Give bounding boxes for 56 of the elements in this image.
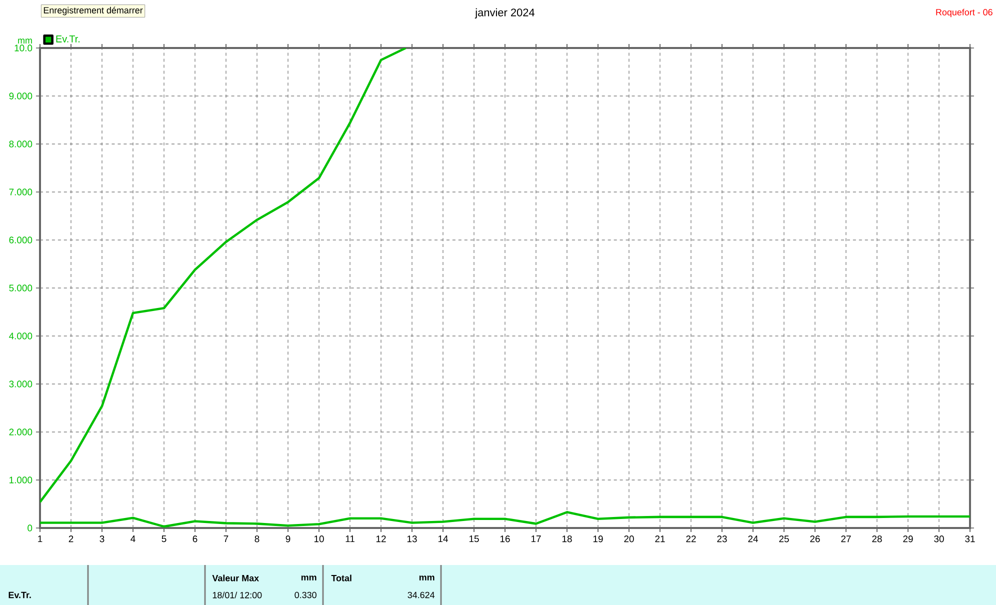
- y-tick-label: 10.0: [14, 44, 32, 52]
- y-tick-label: 5.000: [9, 284, 32, 292]
- x-tick-label: 31: [965, 536, 975, 542]
- x-tick-label: 26: [810, 536, 820, 542]
- x-tick-label: 29: [903, 536, 913, 542]
- text: Roquefort - 06: [936, 8, 992, 18]
- y-tick-label: 9.000: [9, 92, 32, 100]
- x-tick-label: 9: [286, 536, 290, 542]
- text: Total: [331, 574, 352, 582]
- x-tick-label: 4: [130, 536, 136, 542]
- text: 0.330: [294, 592, 316, 598]
- x-tick-label: 5: [162, 536, 166, 542]
- x-tick-label: 14: [438, 536, 448, 542]
- x-tick-label: 21: [655, 536, 665, 542]
- x-tick-label: 7: [224, 536, 228, 542]
- x-tick-label: 28: [872, 536, 882, 542]
- y-tick-label: 1.000: [10, 476, 32, 484]
- x-tick-label: 25: [779, 536, 789, 542]
- x-tick-label: 27: [841, 536, 851, 542]
- text: 34.624: [408, 592, 435, 598]
- chart-title: janvier 2024: [474, 8, 535, 18]
- x-tick-label: 10: [314, 536, 324, 542]
- x-tick-label: 11: [346, 536, 354, 542]
- x-tick-label: 24: [748, 536, 758, 542]
- x-tick-label: 18: [562, 536, 572, 542]
- y-tick-label: 4.000: [9, 332, 32, 340]
- text: Enregistrement démarrer: [44, 6, 143, 16]
- y-tick-label: 0: [28, 524, 32, 532]
- x-tick-label: 1: [38, 536, 42, 542]
- x-tick-label: 19: [593, 536, 603, 542]
- x-tick-label: 22: [686, 536, 696, 542]
- x-tick-label: 12: [376, 536, 386, 542]
- x-tick-label: 3: [100, 536, 104, 542]
- text: 18/01/ 12:00: [212, 592, 262, 598]
- x-tick-label: 20: [624, 536, 634, 542]
- x-tick-label: 30: [934, 536, 944, 542]
- x-tick-label: 23: [717, 536, 727, 542]
- text: Ev.Tr.: [8, 592, 31, 598]
- x-tick-label: 2: [68, 536, 74, 542]
- y-tick-label: 7.000: [9, 188, 32, 196]
- y-tick-label: 6.000: [9, 236, 32, 244]
- y-axis-title: mm: [18, 38, 32, 44]
- y-tick-label: 8.000: [9, 140, 32, 148]
- x-tick-label: 8: [254, 536, 260, 542]
- text: mm: [419, 576, 434, 580]
- legend-label: Ev.Tr.: [56, 35, 80, 42]
- line-series: [40, 48, 407, 504]
- x-tick-label: 17: [531, 536, 541, 542]
- y-tick-label: 3.000: [9, 380, 32, 388]
- x-tick-label: 6: [192, 536, 198, 542]
- text: mm: [301, 576, 316, 580]
- text: Valeur Max: [212, 574, 259, 582]
- x-tick-label: 15: [469, 536, 479, 542]
- x-tick-label: 13: [407, 536, 417, 542]
- x-tick-label: 16: [500, 536, 510, 542]
- y-tick-label: 2.000: [9, 428, 32, 436]
